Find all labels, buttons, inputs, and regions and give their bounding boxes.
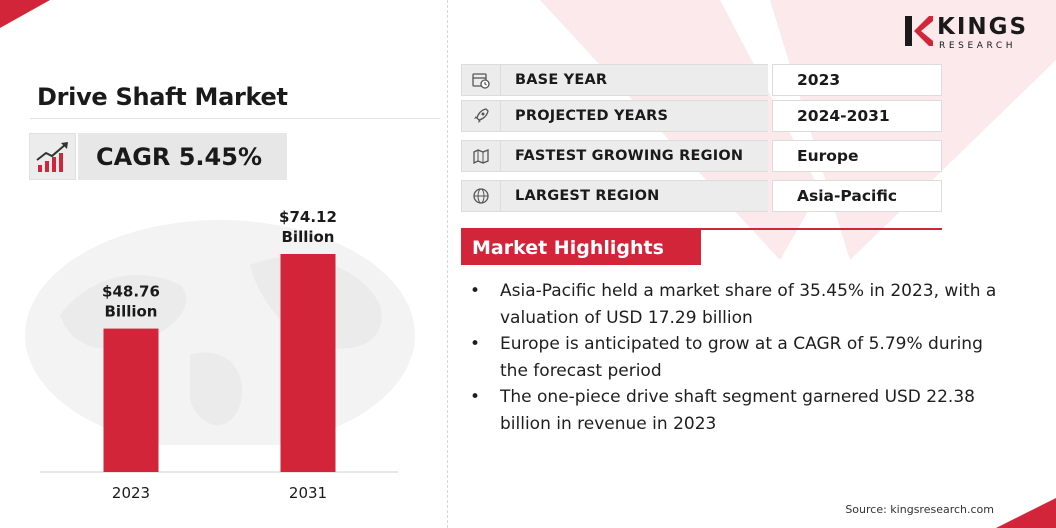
kings-research-logo: KINGS RESEARCH xyxy=(903,14,1033,54)
x-tick-label: 2031 xyxy=(289,484,327,502)
highlights-heading: Market Highlights xyxy=(461,230,701,265)
globe-icon xyxy=(461,180,501,212)
logo-name: KINGS xyxy=(937,14,1029,40)
info-label: BASE YEAR xyxy=(501,64,768,96)
panel-divider xyxy=(447,0,448,528)
info-row: FASTEST GROWING REGION Europe xyxy=(461,140,942,172)
info-row: PROJECTED YEARS 2024-2031 xyxy=(461,100,942,132)
info-value: 2023 xyxy=(772,64,942,96)
page-title: Drive Shaft Market xyxy=(37,83,288,111)
title-divider xyxy=(30,118,440,119)
bar-value-label: Billion xyxy=(282,228,335,246)
highlight-item: The one-piece drive shaft segment garner… xyxy=(468,384,998,437)
info-row: LARGEST REGION Asia-Pacific xyxy=(461,180,942,212)
bar-value-label: Billion xyxy=(105,303,158,321)
info-row: BASE YEAR 2023 xyxy=(461,64,942,96)
bar-2031 xyxy=(280,254,336,472)
highlight-item: Europe is anticipated to grow at a CAGR … xyxy=(468,331,998,384)
corner-accent xyxy=(0,0,50,28)
info-value: Asia-Pacific xyxy=(772,180,942,212)
info-value: 2024-2031 xyxy=(772,100,942,132)
bar-value-label: $74.12 xyxy=(279,208,337,226)
market-size-bar-chart: $48.76 Billion 2023 $74.12 Billion 2031 xyxy=(40,208,398,502)
info-label: LARGEST REGION xyxy=(501,180,768,212)
bar-value-label: $48.76 xyxy=(102,283,160,301)
logo-subtitle: RESEARCH xyxy=(939,41,1017,51)
cagr-badge: CAGR 5.45% xyxy=(78,133,287,180)
cagr-icon-box xyxy=(29,133,76,180)
logo-mark-icon xyxy=(905,16,933,46)
calendar-icon xyxy=(461,64,501,96)
corner-accent-bottom xyxy=(996,498,1056,528)
x-tick-label: 2023 xyxy=(112,484,150,502)
highlight-item: Asia-Pacific held a market share of 35.4… xyxy=(468,278,998,331)
source-note: Source: kingsresearch.com xyxy=(845,503,994,516)
info-label: FASTEST GROWING REGION xyxy=(501,140,768,172)
highlights-divider xyxy=(461,228,942,230)
bar-2023 xyxy=(103,328,159,472)
info-value: Europe xyxy=(772,140,942,172)
highlights-list: Asia-Pacific held a market share of 35.4… xyxy=(468,278,998,437)
info-label: PROJECTED YEARS xyxy=(501,100,768,132)
growth-chart-icon xyxy=(36,142,68,172)
rocket-icon xyxy=(461,100,501,132)
region-map-icon xyxy=(461,140,501,172)
